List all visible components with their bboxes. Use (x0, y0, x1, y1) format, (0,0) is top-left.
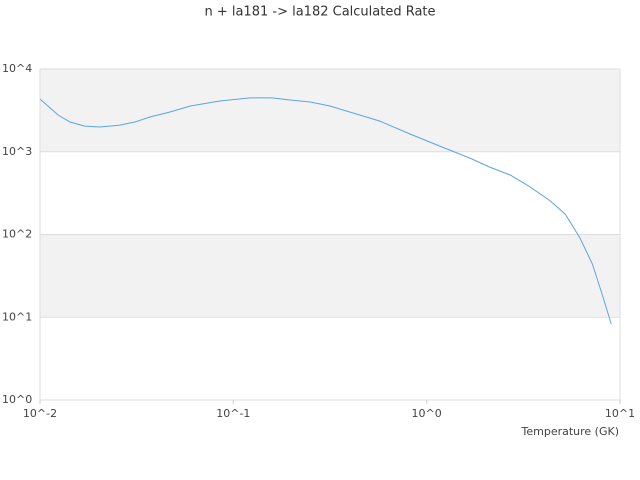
x-tick-label: 10^1 (605, 407, 635, 420)
grid-band (40, 234, 620, 318)
y-tick-label: 10^3 (2, 145, 32, 158)
x-tick-label: 10^-2 (23, 407, 57, 420)
data-line (39, 97, 612, 325)
x-axis-label: Temperature (GK) (521, 425, 620, 438)
y-tick-label: 10^4 (2, 62, 32, 75)
x-tick-label: 10^0 (412, 407, 442, 420)
x-tick-label: 10^-1 (216, 407, 250, 420)
chart-title: n + la181 -> la182 Calculated Rate (204, 5, 435, 20)
y-tick-label: 10^0 (2, 393, 32, 406)
y-tick-label: 10^1 (2, 310, 32, 323)
y-tick-label: 10^2 (2, 228, 32, 241)
grid-band (40, 69, 620, 152)
